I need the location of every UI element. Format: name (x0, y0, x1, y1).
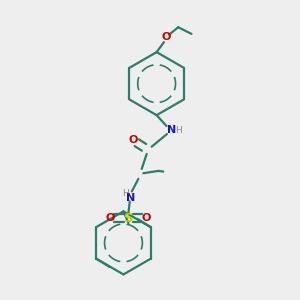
Text: O: O (142, 213, 152, 223)
Text: O: O (129, 135, 138, 145)
Text: H: H (122, 189, 129, 198)
Text: O: O (106, 213, 115, 223)
Text: H: H (176, 126, 182, 135)
Text: N: N (127, 193, 136, 203)
Text: S: S (124, 212, 133, 224)
Text: N: N (167, 125, 176, 135)
Text: O: O (162, 32, 171, 42)
